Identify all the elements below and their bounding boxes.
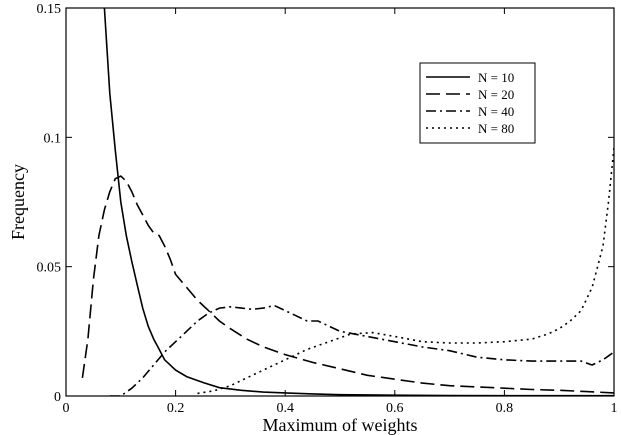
series-layer [81, 8, 614, 396]
y-tick-label: 0.15 [37, 2, 62, 17]
y-tick-label: 0 [54, 390, 61, 405]
y-tick-label: 0.1 [44, 131, 62, 146]
x-tick-label: 0.8 [496, 401, 514, 416]
y-axis-title: Frequency [8, 164, 28, 240]
legend: N = 10 N = 20 N = 40 N = 80 [419, 62, 536, 144]
legend-label: N = 80 [478, 121, 514, 136]
legend-label: N = 10 [478, 70, 514, 85]
series-line-2 [81, 175, 614, 394]
series-line-4 [197, 147, 614, 395]
legend-label: N = 40 [478, 104, 514, 119]
y-tick-label: 0.05 [37, 261, 62, 276]
legend-label: N = 20 [478, 87, 514, 102]
series-line-3 [109, 304, 614, 396]
x-tick-label: 0 [63, 401, 70, 416]
x-tick-label: 1 [611, 401, 618, 416]
x-tick-label: 0.2 [167, 401, 185, 416]
x-tick-label: 0.6 [386, 401, 404, 416]
axis-ticks: 0 0.2 0.4 0.6 0.8 1 0 0.05 0.1 0.15 [37, 2, 618, 416]
series-line-1 [103, 8, 614, 396]
x-tick-label: 0.4 [276, 401, 294, 416]
plot-frame [65, 7, 615, 397]
x-axis-title: Maximum of weights [263, 415, 418, 435]
